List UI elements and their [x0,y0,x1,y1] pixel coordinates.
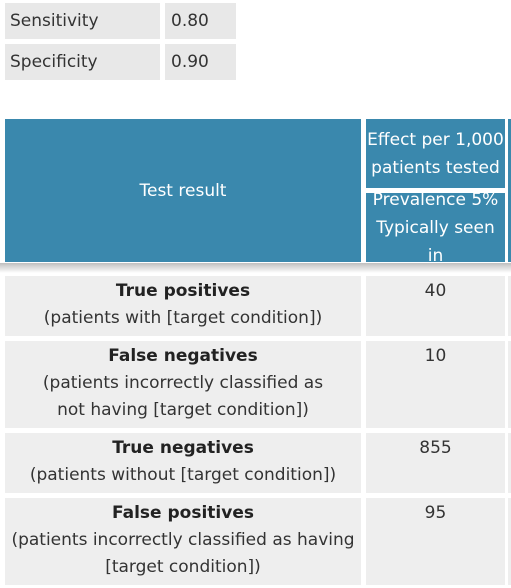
table-row: True positives (patients with [target co… [0,0,511,336]
row-label-cell: False negatives (patients incorrectly cl… [5,341,361,428]
row-label-cell: True negatives (patients without [target… [5,433,361,493]
row-title: False negatives [108,346,258,366]
header-shadow [0,263,511,273]
row-value: 10 [366,341,505,428]
row-value: 855 [366,433,505,493]
prevalence-header-line1: Prevalence 5% [372,189,499,210]
effect-header-line1: Effect per 1,000 [367,129,504,150]
sensitivity-value[interactable]: 0.80 [165,3,236,39]
table-row: True negatives (patients without [target… [0,147,511,493]
specificity-value[interactable]: 0.90 [165,44,236,80]
row-overflow-cell [508,341,511,428]
test-result-header: Test result [5,119,361,262]
row-overflow-cell [508,433,511,493]
row-value: 95 [366,498,505,585]
row-description: (patients with [target condition]) [43,308,323,328]
row-title: True positives [115,281,251,301]
row-title: True negatives [112,438,254,458]
row-overflow-cell [508,276,511,336]
row-label-cell: False positives (patients incorrectly cl… [5,498,361,585]
prevalence-header-line2: Typically seen in [376,217,495,266]
row-description-continued: not having [target condition]) [57,400,309,420]
row-label-cell: True positives (patients with [target co… [5,276,361,336]
row-description-continued: [target condition]) [105,557,261,577]
specificity-label: Specificity [5,44,160,80]
table-row: False positives (patients incorrectly cl… [0,207,511,585]
row-value: 40 [366,276,505,336]
header-overflow-column [508,119,511,262]
row-overflow-cell [508,498,511,585]
effect-header: Effect per 1,000 patients tested [366,119,505,188]
effect-header-line2: patients tested [371,157,500,178]
row-description: (patients without [target condition]) [29,465,337,485]
prevalence-header: Prevalence 5% Typically seen in [366,190,505,266]
row-title: False positives [112,503,254,523]
row-description: (patients incorrectly classified as havi… [11,530,355,550]
table-row: False negatives (patients incorrectly cl… [0,60,511,428]
sensitivity-label: Sensitivity [5,3,160,39]
test-result-header-label: Test result [139,180,227,201]
row-description: (patients incorrectly classified as [42,373,324,393]
